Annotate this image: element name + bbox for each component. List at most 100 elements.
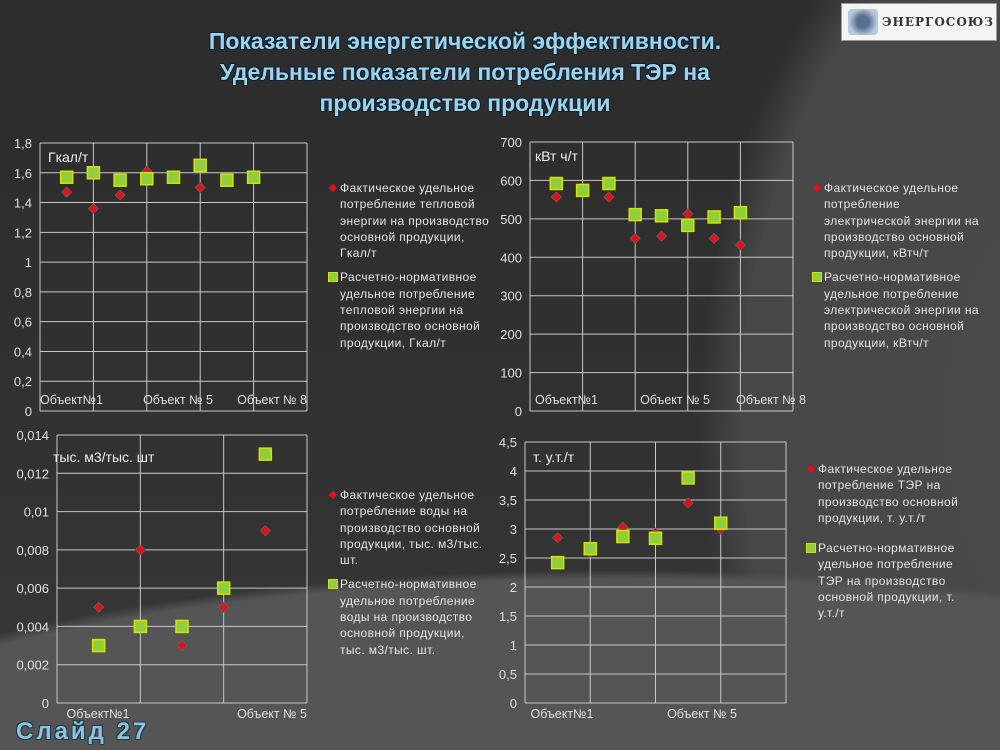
normative-point — [681, 218, 695, 233]
y-tick-label: 0,4 — [14, 344, 32, 359]
y-tick-label: 100 — [500, 366, 522, 381]
normative-point — [86, 166, 101, 180]
actual-point — [655, 230, 668, 242]
square-marker-icon — [812, 272, 822, 283]
x-category-label: Объект № 8 — [736, 393, 806, 407]
normative-point — [583, 541, 597, 556]
normative-point — [216, 581, 231, 595]
normative-point — [681, 471, 695, 485]
logo-text: ЭНЕРГОСОЮЗ — [882, 15, 994, 29]
diamond-marker-icon — [328, 183, 338, 193]
y-tick-label: 0,004 — [16, 619, 49, 634]
y-tick-label: 0,008 — [16, 543, 49, 558]
x-category-label: Объект № 8 — [237, 393, 307, 407]
actual-point — [61, 186, 73, 198]
x-category-label: Объект № 5 — [143, 393, 213, 407]
title-line-3: производство продукции — [319, 90, 611, 116]
y-tick-label: 0,002 — [16, 658, 49, 673]
chart-legend: Фактическое удельное потребление теплово… — [328, 180, 493, 359]
normative-point — [91, 638, 106, 653]
actual-point — [682, 208, 694, 220]
y-tick-label: 1,6 — [14, 166, 32, 181]
y-tick-label: 0 — [515, 404, 522, 419]
legend-item: Расчетно-нормативное удельное потреблени… — [328, 576, 493, 657]
actual-point — [134, 544, 146, 556]
legend-label: Расчетно-нормативное удельное потреблени… — [818, 541, 955, 621]
normative-point — [258, 447, 273, 461]
normative-point — [220, 173, 234, 187]
diamond-marker-icon — [328, 490, 338, 500]
normative-point — [549, 176, 564, 191]
chart-legend: Фактическое удельное потребление электри… — [812, 180, 987, 359]
y-tick-label: 1,2 — [14, 225, 32, 240]
square-marker-icon — [328, 579, 338, 590]
y-tick-label: 400 — [500, 250, 522, 265]
legend-item: Фактическое удельное потребление воды на… — [328, 487, 493, 568]
legend-item: Фактическое удельное потребление электри… — [812, 180, 987, 261]
y-tick-label: 0,01 — [24, 505, 49, 520]
title-line-2: Удельные показатели потребления ТЭР на — [220, 59, 710, 85]
legend-item: Расчетно-нормативное удельное потреблени… — [812, 269, 987, 350]
legend-label: Расчетно-нормативное удельное потреблени… — [824, 270, 979, 350]
legend-item: Расчетно-нормативное удельное потреблени… — [328, 269, 493, 350]
y-tick-label: 0 — [510, 696, 517, 711]
actual-point — [708, 232, 720, 245]
y-tick-label: 0,012 — [16, 466, 49, 481]
normative-point — [140, 171, 154, 186]
legend-label: Фактическое удельное потребление электри… — [824, 181, 979, 261]
actual-point — [682, 497, 694, 509]
x-category-label: Объект№1 — [40, 393, 103, 407]
x-category-label: Объект№1 — [531, 707, 594, 721]
normative-point — [133, 619, 148, 634]
normative-point — [59, 170, 74, 184]
x-category-label: Объект № 5 — [237, 707, 307, 721]
actual-point — [552, 532, 564, 544]
legend-item: Фактическое удельное потребление ТЭР на … — [806, 461, 966, 526]
y-tick-label: 1,8 — [14, 136, 32, 151]
normative-point — [166, 170, 181, 184]
actual-point — [259, 525, 271, 537]
y-tick-label: 200 — [500, 327, 522, 342]
square-marker-icon — [806, 543, 816, 554]
y-tick-label: 1 — [510, 638, 517, 653]
normative-point — [648, 531, 663, 546]
y-tick-label: 1 — [25, 255, 32, 270]
actual-point — [218, 601, 230, 613]
y-tick-label: 2 — [510, 580, 517, 595]
normative-point — [193, 158, 207, 173]
actual-point — [550, 191, 562, 203]
company-logo: ЭНЕРГОСОЮЗ — [841, 3, 997, 41]
y-tick-label: 600 — [500, 173, 522, 188]
actual-point — [93, 601, 105, 613]
unit-label: кВт ч/т — [535, 148, 578, 164]
normative-point — [733, 205, 748, 220]
diamond-marker-icon — [806, 464, 816, 474]
y-tick-label: 300 — [500, 289, 522, 304]
normative-point — [602, 176, 616, 191]
normative-point — [575, 183, 590, 198]
y-tick-label: 4,5 — [499, 435, 517, 450]
y-tick-label: 0 — [42, 696, 49, 711]
normative-point — [616, 529, 630, 544]
x-category-label: Объект№1 — [535, 393, 598, 407]
y-tick-label: 0,5 — [499, 667, 517, 682]
legend-label: Фактическое удельное потребление воды на… — [340, 488, 483, 568]
y-tick-label: 0,014 — [16, 428, 49, 443]
square-marker-icon — [328, 272, 338, 283]
normative-point — [113, 173, 127, 187]
actual-point — [87, 202, 99, 215]
legend-item: Фактическое удельное потребление теплово… — [328, 180, 493, 261]
y-tick-label: 500 — [500, 212, 522, 227]
actual-point — [603, 191, 615, 203]
legend-label: Расчетно-нормативное удельное потреблени… — [340, 577, 477, 657]
normative-point — [654, 209, 669, 223]
actual-point — [629, 232, 641, 245]
legend-label: Расчетно-нормативное удельное потреблени… — [340, 270, 481, 350]
y-tick-label: 0,8 — [14, 285, 32, 300]
slide-title: Показатели энергетической эффективности.… — [100, 26, 830, 119]
y-tick-label: 3 — [510, 522, 517, 537]
normative-point — [550, 555, 565, 570]
unit-label: тыс. м3/тыс. шт — [53, 449, 155, 465]
title-line-1: Показатели энергетической эффективности. — [208, 28, 722, 54]
